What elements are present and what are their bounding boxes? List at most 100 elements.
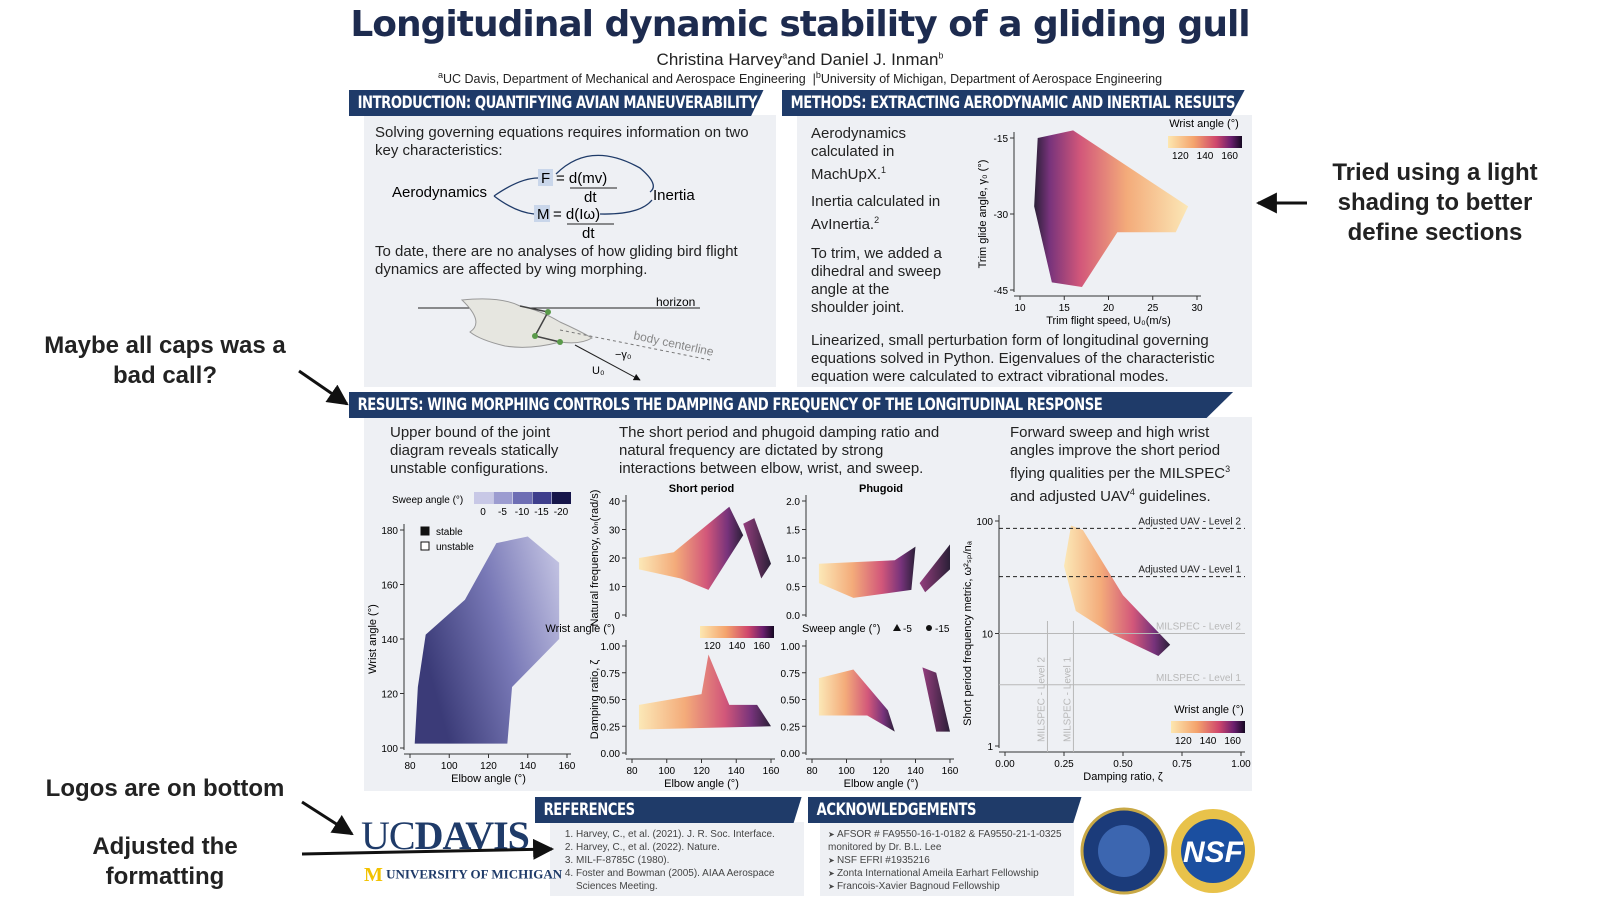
data-cloud (638, 506, 744, 590)
x-axis-label: Elbow angle (°) (451, 773, 526, 785)
affiliation: University of Michigan, Department of Ae… (820, 72, 1163, 87)
annotation: Logos are on bottom (45, 775, 285, 802)
y-tick-label: 10 (982, 630, 994, 641)
author: and Daniel J. Inman (787, 50, 939, 69)
swatch-label: -20 (554, 507, 569, 518)
intro-text: To date, there are no analyses of how gl… (375, 243, 738, 278)
swatch (532, 492, 552, 504)
legend-label: -5 (903, 624, 912, 635)
connector (493, 154, 654, 215)
m-icon: M (364, 864, 383, 886)
text: Forward sweep and high wrist angles impr… (1010, 424, 1226, 482)
methods-panel (797, 115, 1252, 387)
nsf-seal (1181, 819, 1245, 883)
x-tick-label: 1.00 (1231, 759, 1251, 770)
y-tick-label: 140 (381, 635, 398, 646)
legend-title: Wrist angle (°) (1169, 118, 1239, 130)
data-cloud (414, 536, 560, 744)
author: Christina Harvey (656, 50, 783, 69)
x-tick-label: 80 (626, 766, 638, 777)
arrow (298, 369, 349, 406)
y-tick-label: 0.50 (601, 696, 621, 707)
x-tick-label: 140 (728, 766, 745, 777)
y-axis-label: Wrist angle (°) (367, 604, 379, 674)
threshold-label: MILSPEC - Level 1 (1156, 673, 1241, 684)
annotation-arrows (298, 192, 1307, 860)
y-axis-label: Short period frequency metric, ω²ₛₚ/nₐ (962, 540, 974, 726)
diagram-label: U₀ (592, 365, 605, 377)
arrow (301, 800, 354, 836)
x-tick-label: 100 (838, 766, 855, 777)
y-tick-label: 0.5 (786, 583, 800, 594)
colorbar-label: 160 (1224, 736, 1241, 747)
data-cloud (919, 544, 950, 593)
legend-title: Wrist angle (°) (1174, 704, 1244, 716)
x-tick-label: 25 (1147, 303, 1159, 314)
affil-mark: b (815, 70, 821, 80)
intro-text: Solving governing equations requires inf… (375, 124, 749, 159)
y-tick-label: 160 (381, 581, 398, 592)
afosr-seal-inner (1098, 825, 1150, 877)
annotation: Maybe all caps was a bad call? (44, 332, 286, 389)
logo-text: UNIVERSITY OF MICHIGAN (386, 866, 563, 882)
x-tick-label: 0.25 (1054, 759, 1074, 770)
reference: MIL-F-8785C (1980). (576, 854, 816, 867)
x-axis-label: Elbow angle (°) (844, 778, 919, 790)
annotation: Tried using a light shading to better de… (1332, 159, 1538, 246)
x-axis-label: Elbow angle (°) (664, 778, 739, 790)
legend-title: Sweep angle (°) (392, 495, 463, 506)
y-tick-label: 120 (381, 690, 398, 701)
threshold-label: MILSPEC - Level 1 (1062, 657, 1073, 742)
references-panel (550, 822, 804, 896)
reference: Harvey, C., et al. (2021). J. R. Soc. In… (576, 828, 816, 841)
x-tick-label: 0.50 (1113, 759, 1133, 770)
seals: NSF (1080, 807, 1255, 895)
data-cloud (1064, 525, 1171, 656)
threshold-label: Adjusted UAV - Level 2 (1138, 516, 1241, 527)
joint (545, 309, 551, 315)
x-tick-label: 100 (658, 766, 675, 777)
y-tick-label: 1.0 (786, 554, 800, 565)
legend-title: Sweep angle (°) (802, 623, 880, 635)
methods-text: Linearized, small perturbation form of l… (811, 332, 1215, 385)
ref: 2 (874, 215, 880, 225)
y-tick-label: 1 (987, 742, 993, 753)
y-tick-label: 0.75 (781, 669, 801, 680)
y-tick-label: 180 (381, 526, 398, 537)
colorbar-label: 140 (729, 641, 746, 652)
eq-rhs: = d(Iω) (553, 206, 600, 223)
legend-label: stable (436, 527, 463, 538)
ack: Zonta International Ameila Earhart Fello… (828, 867, 1072, 880)
highlight (534, 205, 550, 222)
authors: Christina Harveyaand Daniel J. Inmanb (0, 50, 1600, 70)
text: Inertia calculated in AvInertia. (811, 193, 941, 233)
ref: 1 (881, 165, 887, 175)
skeleton (519, 305, 561, 343)
author-mark: a (782, 50, 788, 61)
colorbar (1171, 721, 1245, 733)
joint (557, 339, 563, 345)
arrow (301, 838, 555, 860)
swatch-label: 0 (480, 507, 486, 518)
swatch-label: -15 (534, 507, 549, 518)
separator: | (812, 72, 816, 87)
swatch (474, 492, 493, 504)
gull-body (460, 298, 594, 348)
y-tick-label: 30 (609, 526, 621, 537)
y-tick-label: -45 (994, 286, 1009, 297)
author-mark: b (938, 50, 944, 61)
x-tick-label: 20 (1103, 303, 1115, 314)
velocity-arrow (574, 344, 641, 381)
colorbar-label: 140 (1197, 151, 1214, 162)
section-heading: REFERENCES (535, 797, 802, 823)
colorbar-label: 120 (1172, 151, 1189, 162)
y-axis-label: Damping ratio, ζ (589, 660, 601, 740)
y-tick-label: -15 (994, 134, 1009, 145)
y-tick-label: 100 (381, 744, 398, 755)
x-tick-label: 80 (404, 761, 416, 772)
swatch (493, 492, 513, 504)
y-tick-label: 20 (609, 554, 621, 565)
swatch (513, 492, 532, 504)
eq-lhs: F (541, 170, 550, 187)
